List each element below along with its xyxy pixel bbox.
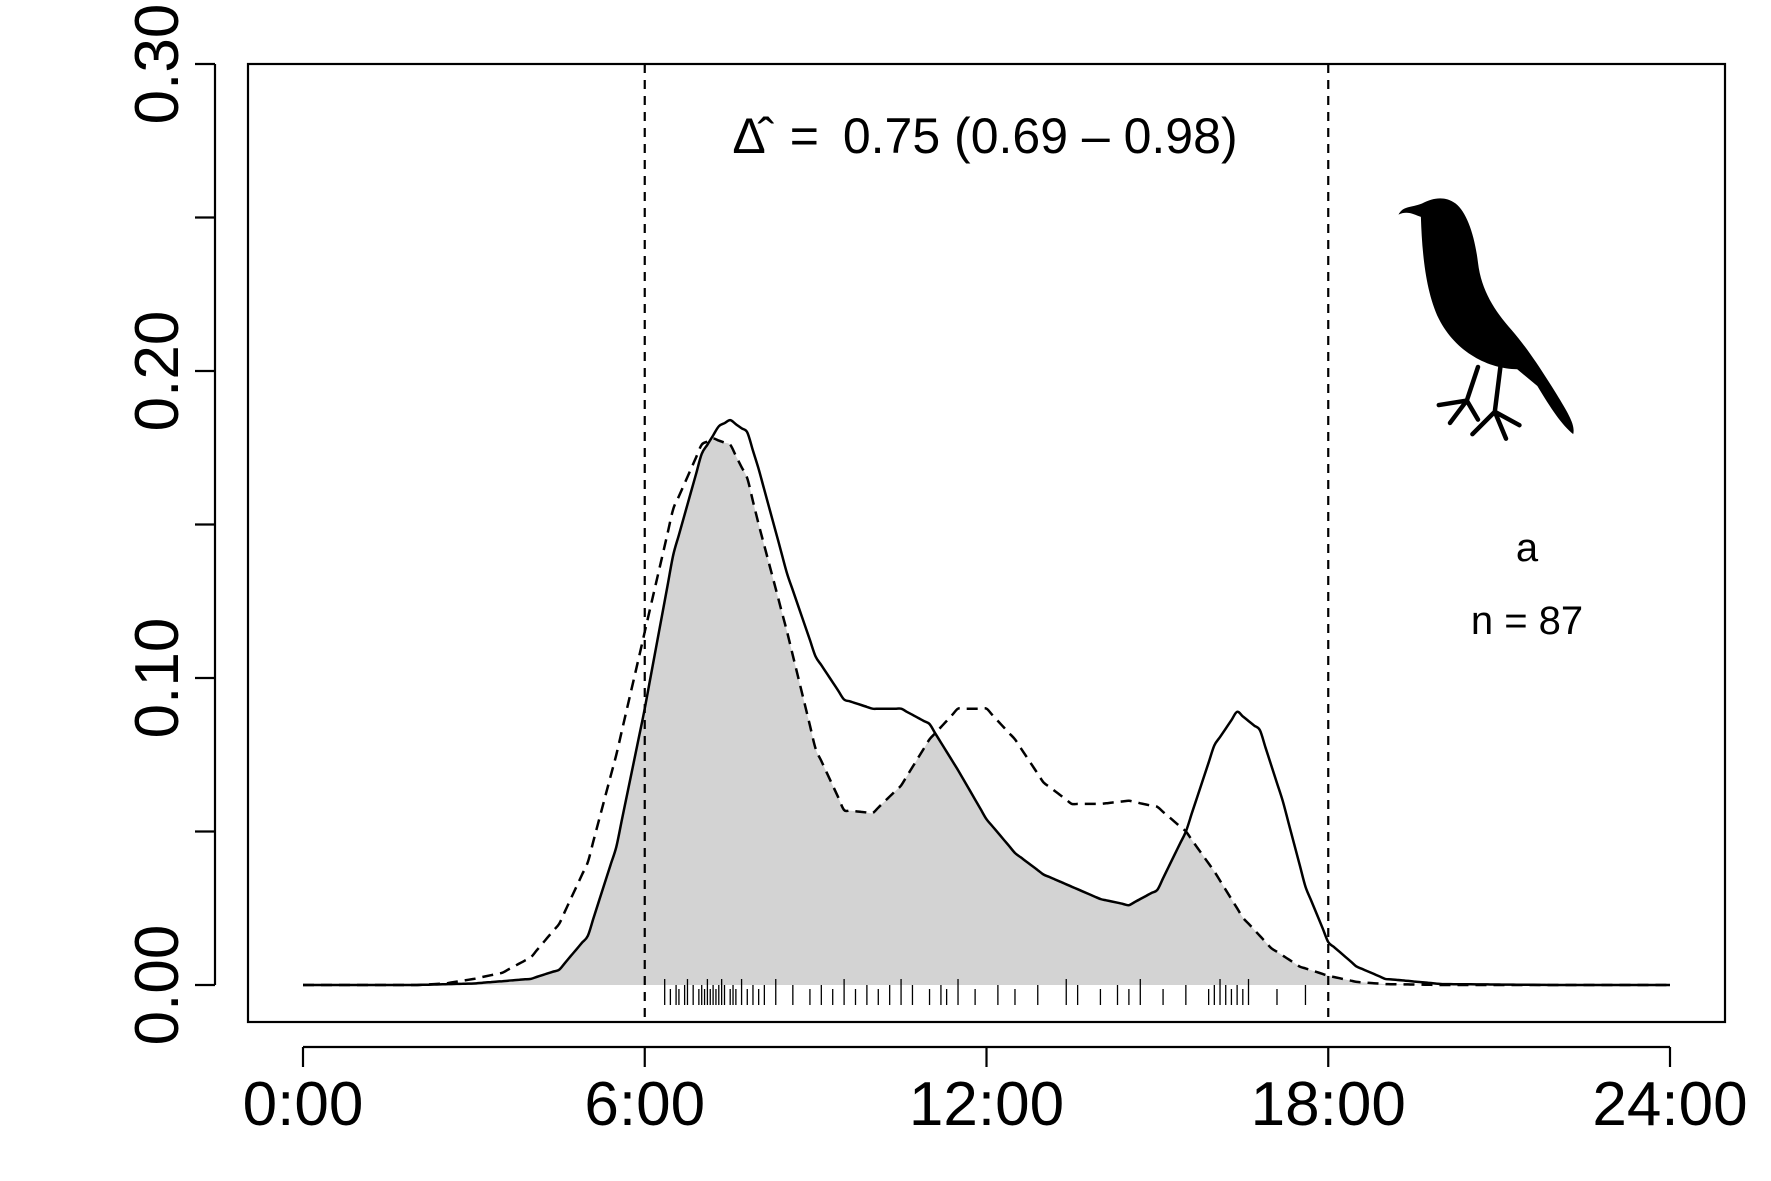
overlap-area: [303, 438, 1670, 985]
x-tick-label: 12:00: [909, 1070, 1064, 1139]
x-tick-label: 18:00: [1251, 1070, 1406, 1139]
overlap-area-layer: [303, 438, 1670, 985]
y-tick-label: 0.20: [123, 311, 192, 432]
bird-icon: [1398, 198, 1574, 441]
plot-frame: [246, 62, 1727, 1024]
y-tick-label: 0.30: [123, 4, 192, 125]
overlap-confidence-interval: 0.69 – 0.98: [971, 108, 1221, 164]
density-curves-layer: [303, 418, 1670, 987]
overlap-value: 0.75: [843, 108, 940, 164]
sample-size-label: n = 87: [1471, 599, 1583, 643]
rug-layer: [664, 979, 1307, 1005]
axes-layer: 0:00 6:00 12:00 18:00 24:00 0.00 0.10 0.20 0.30: [123, 4, 1748, 1139]
overlap-estimate-annotation: Δ̂ = 0.75 (0.69 – 0.98): [732, 108, 1237, 164]
y-tick-label: 0.10: [123, 618, 192, 739]
y-tick-label: 0.00: [123, 925, 192, 1046]
ci-open-paren: (: [954, 108, 971, 164]
x-tick-label: 0:00: [243, 1070, 364, 1139]
ci-close-paren: ): [1221, 108, 1238, 164]
delta-hat-symbol: Δ̂: [732, 108, 774, 164]
x-tick-label: 6:00: [584, 1070, 705, 1139]
density-curve-dashed: [303, 437, 1670, 987]
x-tick-label: 24:00: [1592, 1070, 1747, 1139]
panel-letter: a: [1516, 526, 1539, 570]
equals-sign: =: [790, 108, 819, 164]
